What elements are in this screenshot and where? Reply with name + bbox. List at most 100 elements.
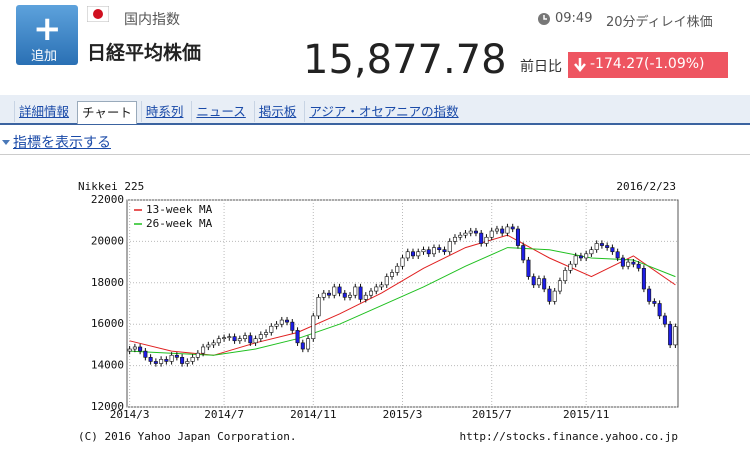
candle-body [479,232,484,244]
change-label: 前日比 [520,59,562,75]
market: 国内指数 [124,12,180,28]
candle-body [489,230,494,238]
candle-body [379,284,384,288]
candle-body [400,257,405,267]
candle-body [568,263,573,271]
time: 09:49 [555,11,593,26]
candle-body [584,253,589,259]
candle-body [148,357,153,362]
candle-body [311,315,316,339]
tab[interactable]: 掲示板 [253,101,301,122]
candle-body [573,255,578,265]
candle-body [620,257,625,267]
candle-body [442,249,447,253]
x-tick-label: 2014/3 [110,408,150,421]
candle-body [195,352,200,358]
chart-separator [0,154,750,155]
candle-body [615,251,620,259]
tab[interactable]: アジア・オセアニアの指数 [304,101,462,122]
candle-body [206,344,211,348]
candle-body [363,294,368,300]
candle-body [431,247,436,255]
candle-body [153,361,158,364]
y-tick-label: 18000 [91,276,124,289]
ma-line [129,234,676,356]
index-name: 日経平均株価 [87,42,202,64]
tab[interactable]: チャート [77,101,137,124]
candle-body [536,278,541,286]
candle-body [274,323,279,327]
y-tick-label: 12000 [91,400,124,413]
change-box: -174.27(-1.09%) [568,52,728,78]
add-button[interactable]: + 追加 [16,5,78,65]
y-tick-label: 22000 [91,193,124,206]
candle-body [589,249,594,255]
chart-title: Nikkei 225 [78,180,144,193]
candle-body [463,232,468,236]
candle-body [321,292,326,298]
candle-body [327,292,332,296]
candle-body [269,325,274,333]
candle-body [531,276,536,286]
candle-body [216,338,221,344]
candle-body [290,321,295,331]
legend-label: 13-week MA [146,203,213,216]
candle-body [641,268,646,290]
candle-body [668,323,673,346]
candle-body [337,286,342,294]
candle-body [159,359,164,364]
y-tick-label: 14000 [91,359,124,372]
candle-body [222,337,227,339]
candle-body [143,350,148,358]
clock-icon [538,13,550,25]
plus-icon: + [33,9,62,49]
candle-body [243,335,248,339]
candle-body [180,357,185,364]
candle-body [521,245,526,261]
candle-body [342,292,347,298]
candle-body [185,361,190,364]
candle-body [557,280,562,292]
candle-body [505,226,510,234]
candle-body [279,319,284,325]
delay: 20分ディレイ株価 [606,15,713,30]
toggle-icon [2,140,10,145]
candle-body [458,234,463,238]
candle-body [594,243,599,250]
plot-area [126,199,679,408]
candle-body [468,230,473,234]
candle-body [484,236,489,244]
candle-body [384,276,389,286]
candle-body [662,315,667,325]
candle-body [626,261,631,267]
candle-body [610,247,615,253]
candle-body [232,336,237,342]
candle-body [473,230,478,234]
candle-body [264,332,269,335]
candle-body [300,342,305,350]
candle-body [447,241,452,253]
tab[interactable]: 詳細情報 [14,101,73,122]
candle-body [295,330,300,344]
candle-body [426,249,431,255]
chart-date: 2016/2/23 [616,180,676,193]
candle-body [410,251,415,257]
y-tick-label: 16000 [91,317,124,330]
price: 15,877.78 [303,37,507,83]
candle-body [132,346,137,350]
add-label: 追加 [31,49,58,64]
candle-body [437,247,442,250]
candle-body [190,357,195,362]
x-tick-label: 2015/3 [383,408,423,421]
candle-body [563,270,568,282]
candle-body [369,290,374,296]
tab[interactable]: ニュース [191,101,249,122]
candle-body [316,296,321,317]
legend-label: 26-week MA [146,217,213,230]
candle-body [237,338,242,342]
indicator-link[interactable]: 指標を表示する [13,135,111,151]
candle-body [390,272,395,277]
change: -174.27(-1.09%) [590,56,705,72]
tab[interactable]: 時系列 [140,101,188,122]
